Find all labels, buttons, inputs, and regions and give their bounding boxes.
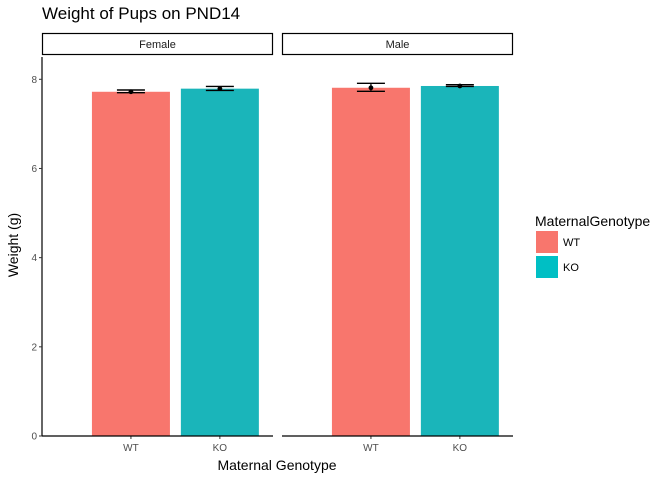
legend-label-wt: WT [563,237,580,249]
bar-female-wt [91,91,170,437]
mean-point [217,86,223,92]
bar-female-ko [180,88,259,436]
y-tick-label: 0 [31,432,37,443]
legend-label-ko: KO [563,262,579,274]
x-tick-label: KO [213,443,228,454]
x-tick-label: WT [363,443,379,454]
mean-point [128,89,134,95]
facet-panel-female: Female WT KO [41,32,274,454]
chart-title: Weight of Pups on PND14 [42,4,240,23]
facet-strip-label: Male [386,39,410,51]
y-tick-label: 6 [31,164,37,175]
facet-panel-male: Male WT KO [281,32,514,454]
y-axis: 0 2 4 6 8 [31,57,43,443]
y-axis-label: Weight (g) [5,213,21,277]
y-tick-label: 4 [31,253,37,264]
mean-point [368,85,374,91]
y-tick-label: 8 [31,75,37,86]
x-axis-label: Maternal Genotype [217,457,336,473]
facet-strip [41,32,274,56]
bar-male-ko [420,85,499,436]
facet-strip [281,32,514,56]
x-tick-label: WT [123,443,139,454]
legend: MaternalGenotype WT KO [535,213,650,278]
facet-strip-label: Female [139,39,176,51]
bar-male-wt [331,87,410,437]
legend-key-ko [536,256,558,278]
legend-key-wt [536,231,558,253]
x-tick-label: KO [453,443,468,454]
mean-point [457,83,463,89]
y-tick-label: 2 [31,342,37,353]
legend-title: MaternalGenotype [535,213,650,229]
